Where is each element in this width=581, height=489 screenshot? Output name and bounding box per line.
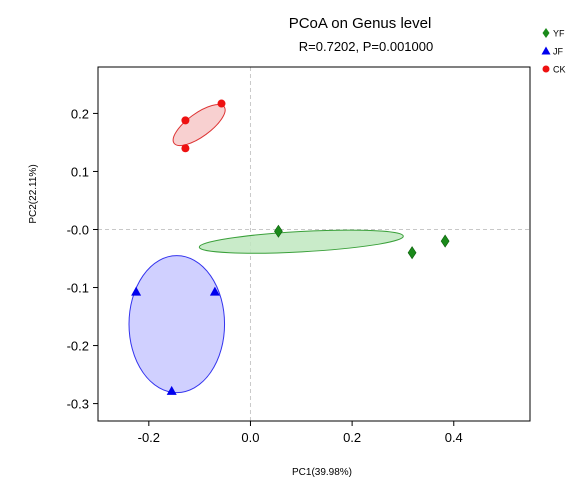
confidence-ellipse-jf <box>128 255 226 394</box>
x-axis-label: PC1(39.98%) <box>292 467 352 478</box>
chart-title: PCoA on Genus level <box>289 15 432 32</box>
y-tick-label: -0.2 <box>67 339 89 354</box>
y-axis-label: PC2(22.11%) <box>28 164 39 223</box>
data-point-jf-2 <box>209 286 220 296</box>
x-tick-label: -0.2 <box>138 430 160 445</box>
y-axis-ticks: 0.2 0.1 -0.0 -0.1 -0.2 -0.3 <box>67 106 98 412</box>
plot-area <box>97 66 531 422</box>
y-tick-label: 0.2 <box>71 106 89 121</box>
legend-marker-jf <box>541 46 551 55</box>
y-tick-label: -0.1 <box>67 281 89 296</box>
legend-label-ck: CK <box>553 65 566 75</box>
y-tick-label: 0.1 <box>71 164 89 179</box>
x-tick-label: 0.0 <box>241 430 259 445</box>
confidence-ellipse-yf <box>198 229 404 254</box>
plot-frame <box>97 66 531 422</box>
legend-label-jf: JF <box>553 47 564 57</box>
y-tick-label: -0.3 <box>67 397 89 412</box>
legend-marker-ck <box>542 65 550 73</box>
legend: YF JF CK <box>541 28 566 75</box>
legend-label-yf: YF <box>553 29 565 39</box>
data-point-yf-2 <box>407 246 417 260</box>
data-point-jf-1 <box>131 286 142 296</box>
data-point-yf-3 <box>440 234 450 248</box>
x-tick-label: 0.2 <box>343 430 361 445</box>
chart-subtitle: R=0.7202, P=0.001000 <box>299 39 433 54</box>
x-tick-label: 0.4 <box>445 430 463 445</box>
legend-marker-yf <box>542 28 550 38</box>
data-point-ck-1 <box>217 99 226 108</box>
data-point-ck-3 <box>181 144 190 153</box>
confidence-ellipse-ck <box>172 104 226 147</box>
data-point-ck-2 <box>181 116 190 125</box>
data-point-yf-1 <box>274 224 283 238</box>
x-axis-ticks: -0.2 0.0 0.2 0.4 <box>138 421 463 445</box>
data-point-jf-3 <box>166 385 177 395</box>
y-tick-label: -0.0 <box>67 222 89 237</box>
